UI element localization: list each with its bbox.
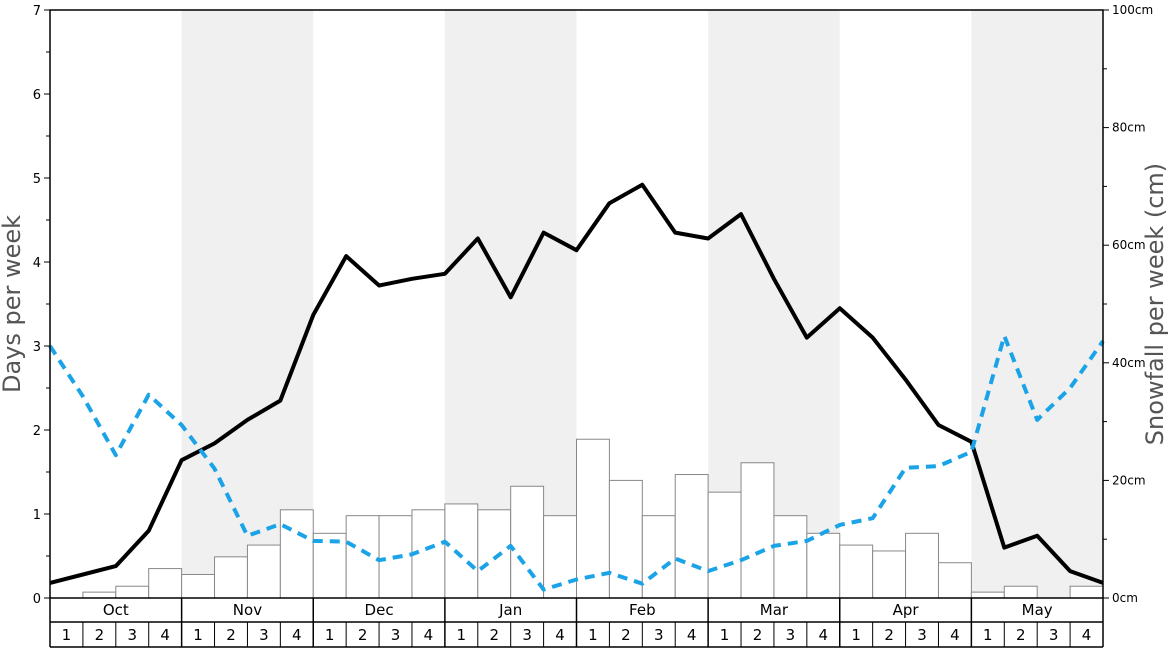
left-axis: 0 1 2 3 4 5 6 7: [33, 4, 50, 607]
snowfall-bar: [279, 509, 314, 599]
month-label: Feb: [629, 601, 656, 619]
right-axis: 0cm 20cm 40cm 60cm 80cm 100cm: [1103, 3, 1153, 605]
snowfall-bar: [246, 544, 281, 599]
month-label: May: [1022, 601, 1053, 619]
week-label: 2: [95, 626, 105, 644]
week-label: 1: [720, 626, 730, 644]
week-label: 1: [325, 626, 335, 644]
week-label: 2: [489, 626, 499, 644]
snowfall-bar: [510, 485, 545, 599]
dashed-series-line: [48, 333, 1105, 592]
left-tick-label: 2: [33, 424, 41, 439]
week-label: 1: [588, 626, 598, 644]
week-label: 4: [1082, 626, 1092, 644]
month-shading: [181, 10, 1103, 598]
right-tick-label: 0cm: [1112, 591, 1138, 605]
right-tick-label: 40cm: [1112, 356, 1146, 370]
week-label: 2: [358, 626, 368, 644]
week-label: 4: [687, 626, 697, 644]
snowfall-bars: [82, 438, 1104, 599]
week-label: 4: [819, 626, 829, 644]
week-label: 4: [160, 626, 170, 644]
left-tick-label: 4: [33, 256, 41, 271]
week-label: 3: [1049, 626, 1059, 644]
week-label: 3: [259, 626, 269, 644]
week-label: 2: [884, 626, 894, 644]
right-tick-label: 20cm: [1112, 473, 1146, 487]
week-label: 3: [654, 626, 664, 644]
snowfall-bar: [312, 532, 347, 599]
snowfall-bar: [937, 562, 972, 599]
right-tick-label: 60cm: [1112, 238, 1146, 252]
week-label: 1: [193, 626, 203, 644]
month-week-axis: Oct 1 2 3 4 Nov 1 2 3 4 Dec 1 2 3 4 Jan 1 2 3 4 Feb 1 2 3 4 Mar 1 2…: [49, 598, 1104, 648]
week-label: 1: [983, 626, 993, 644]
week-label: 2: [226, 626, 236, 644]
snowfall-bar: [641, 515, 676, 599]
week-label: 3: [391, 626, 401, 644]
solid-series-line: [49, 182, 1104, 585]
snowfall-bar: [970, 591, 1005, 599]
week-label: 2: [1016, 626, 1026, 644]
week-label: 3: [522, 626, 532, 644]
right-tick-label: 80cm: [1112, 121, 1146, 135]
series-lines: [48, 182, 1105, 592]
left-tick-label: 7: [33, 4, 41, 19]
month-label: Dec: [365, 601, 394, 619]
month-label: Apr: [893, 601, 920, 619]
month-label: Oct: [103, 601, 129, 619]
month-shade: [181, 10, 314, 598]
week-label: 4: [424, 626, 434, 644]
snowfall-bar: [707, 491, 742, 599]
right-tick-label: 100cm: [1112, 3, 1153, 17]
left-tick-label: 6: [33, 88, 41, 103]
week-label: 3: [917, 626, 927, 644]
snowfall-bar: [773, 515, 808, 599]
snowfall-bar: [839, 544, 874, 599]
right-axis-label: Snowfall per week (cm): [1141, 163, 1168, 445]
snowfall-bar: [345, 515, 380, 599]
snowfall-bar: [477, 509, 512, 599]
month-label: Jan: [498, 601, 522, 619]
snowfall-bar: [181, 573, 216, 599]
snowfall-bar: [214, 556, 248, 599]
week-label: 2: [753, 626, 763, 644]
month-shade: [971, 10, 1103, 598]
left-axis-label: Days per week: [0, 215, 26, 393]
month-label: Mar: [760, 601, 789, 619]
week-label: 1: [851, 626, 861, 644]
week-label: 4: [292, 626, 302, 644]
snowfall-bar: [740, 462, 775, 599]
snowfall-bar: [674, 474, 709, 599]
left-tick-label: 3: [33, 340, 41, 355]
week-label: 3: [786, 626, 796, 644]
month-label: Nov: [233, 601, 262, 619]
left-tick-label: 5: [33, 172, 41, 187]
week-label: 2: [621, 626, 631, 644]
snowfall-bar: [444, 503, 479, 599]
week-label: 1: [62, 626, 72, 644]
snowfall-bar: [115, 585, 150, 599]
snowfall-bar: [905, 532, 939, 599]
week-label: 4: [950, 626, 960, 644]
snowfall-bar: [1003, 585, 1038, 599]
snowfall-bar: [148, 568, 183, 599]
left-tick-label: 0: [33, 592, 41, 607]
week-label: 4: [555, 626, 565, 644]
snowfall-bar: [806, 532, 841, 599]
week-label: 1: [457, 626, 467, 644]
left-tick-label: 1: [33, 508, 41, 523]
week-label: 3: [127, 626, 137, 644]
snowfall-bar: [872, 550, 907, 599]
snowfall-bar: [82, 591, 117, 599]
snowfall-bar: [1069, 585, 1104, 599]
